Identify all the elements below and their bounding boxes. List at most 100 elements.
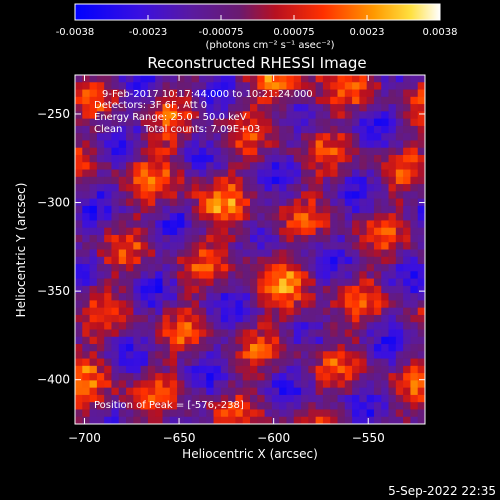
heatmap-cell xyxy=(366,89,375,98)
heatmap-cell xyxy=(177,111,185,120)
heatmap-cell xyxy=(395,184,404,192)
heatmap-cell xyxy=(140,82,149,90)
heatmap-cell xyxy=(286,75,295,83)
heatmap-cell xyxy=(213,234,222,243)
heatmap-cell xyxy=(213,162,222,170)
heatmap-cell xyxy=(286,227,295,236)
heatmap-cell xyxy=(177,409,185,418)
heatmap-cell xyxy=(155,307,163,316)
heatmap-cell xyxy=(111,365,120,374)
heatmap-cell xyxy=(395,75,404,83)
annotation-energy: Energy Range: 25.0 - 50.0 keV xyxy=(94,112,247,123)
heatmap-cell xyxy=(373,82,382,90)
heatmap-cell xyxy=(250,184,258,192)
heatmap-cell xyxy=(308,314,317,323)
heatmap-cell xyxy=(220,111,229,120)
heatmap-cell xyxy=(373,373,382,381)
heatmap-cell xyxy=(279,344,287,352)
heatmap-cell xyxy=(301,264,309,272)
heatmap-cell xyxy=(403,154,411,163)
heatmap-cell xyxy=(147,140,156,149)
heatmap-cell xyxy=(155,125,163,134)
heatmap-cell xyxy=(286,358,295,367)
heatmap-cell xyxy=(388,96,397,105)
heatmap-cell xyxy=(279,169,287,178)
heatmap-cell xyxy=(228,118,236,127)
heatmap-cell xyxy=(140,242,149,250)
heatmap-cell xyxy=(213,264,222,272)
heatmap-cell xyxy=(308,351,317,359)
heatmap-cell xyxy=(147,351,156,359)
heatmap-cell xyxy=(337,387,346,396)
heatmap-cell xyxy=(366,249,375,258)
heatmap-cell xyxy=(228,82,236,90)
heatmap-cell xyxy=(118,162,127,170)
heatmap-cell xyxy=(264,242,273,250)
heatmap-cell xyxy=(177,162,185,170)
heatmap-cell xyxy=(104,307,112,316)
heatmap-cell xyxy=(250,154,258,163)
heatmap-cell xyxy=(75,75,83,83)
heatmap-cell xyxy=(308,387,317,396)
heatmap-cell xyxy=(330,285,338,294)
heatmap-cell xyxy=(337,300,346,309)
heatmap-cell xyxy=(228,96,236,105)
heatmap-cell xyxy=(410,394,419,403)
heatmap-cell xyxy=(301,300,309,309)
heatmap-cell xyxy=(344,358,353,367)
heatmap-cell xyxy=(96,133,105,141)
heatmap-cell xyxy=(410,336,419,345)
heatmap-cell xyxy=(271,271,280,279)
heatmap-cell xyxy=(82,205,90,214)
heatmap-cell xyxy=(104,394,112,403)
heatmap-cell xyxy=(75,82,83,90)
heatmap-cell xyxy=(104,220,112,229)
heatmap-cell xyxy=(162,96,171,105)
heatmap-cell xyxy=(388,409,397,418)
heatmap-cell xyxy=(417,75,426,83)
heatmap-cell xyxy=(162,104,171,112)
heatmap-cell xyxy=(96,271,105,279)
heatmap-cell xyxy=(359,387,368,396)
heatmap-cell xyxy=(169,104,178,112)
heatmap-cell xyxy=(359,82,368,90)
heatmap-cell xyxy=(271,336,280,345)
heatmap-cell xyxy=(147,184,156,192)
heatmap-cell xyxy=(366,184,375,192)
heatmap-cell xyxy=(206,329,214,338)
heatmap-cell xyxy=(177,365,185,374)
heatmap-cell xyxy=(264,133,273,141)
x-tick-label: −650 xyxy=(163,431,196,445)
heatmap-cell xyxy=(242,394,251,403)
heatmap-cell xyxy=(228,89,236,98)
heatmap-cell xyxy=(147,169,156,178)
heatmap-cell xyxy=(322,96,331,105)
heatmap-cell xyxy=(417,380,426,389)
heatmap-cell xyxy=(250,104,258,112)
heatmap-cell xyxy=(366,387,375,396)
heatmap-cell xyxy=(286,82,295,90)
heatmap-cell xyxy=(344,285,353,294)
heatmap-cell xyxy=(133,351,142,359)
heatmap-cell xyxy=(133,82,142,90)
heatmap-cell xyxy=(264,213,273,221)
heatmap-cell xyxy=(82,358,90,367)
heatmap-cell xyxy=(410,329,419,338)
heatmap-cell xyxy=(250,169,258,178)
heatmap-cell xyxy=(147,416,156,425)
heatmap-cell xyxy=(301,89,309,98)
heatmap-cell xyxy=(344,140,353,149)
heatmap-cell xyxy=(257,213,265,221)
heatmap-cell xyxy=(301,307,309,316)
heatmap-cell xyxy=(235,322,244,330)
heatmap-cell xyxy=(337,198,346,207)
heatmap-cell xyxy=(301,198,309,207)
heatmap-cell xyxy=(279,387,287,396)
heatmap-cell xyxy=(359,336,368,345)
heatmap-cell xyxy=(177,264,185,272)
heatmap-cell xyxy=(322,307,331,316)
heatmap-cell xyxy=(271,154,280,163)
heatmap-cell xyxy=(191,256,200,265)
heatmap-cell xyxy=(75,249,83,258)
heatmap-cell xyxy=(366,351,375,359)
